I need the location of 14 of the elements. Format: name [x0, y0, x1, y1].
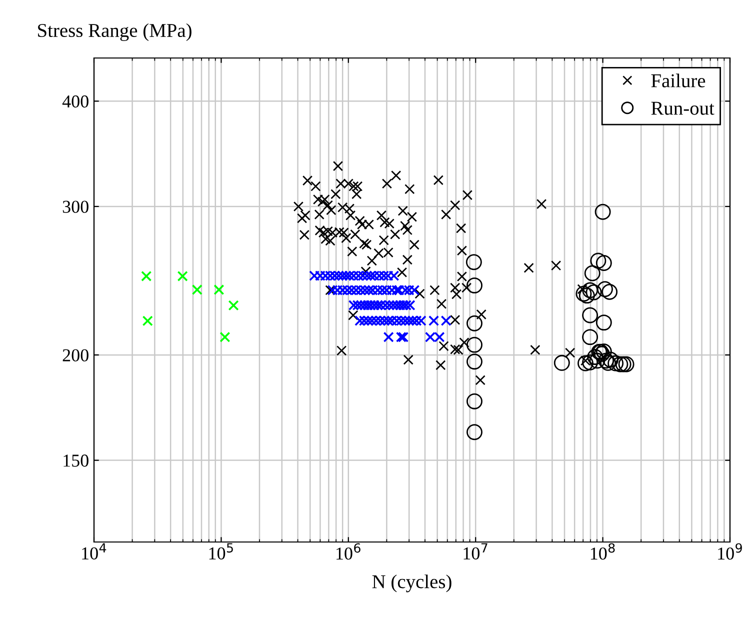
legend-label: Run-out — [651, 102, 714, 115]
y-tick-label: 300 — [62, 200, 88, 213]
x-tick-label: 10$^{7}$ — [464, 543, 488, 560]
x-tick-label: 10$^{6}$ — [336, 543, 360, 560]
y-tick-label: 150 — [64, 454, 88, 467]
y-axis-title: Stress Range (MPa) — [38, 23, 192, 42]
x-tick-label: 10$^{5}$ — [209, 543, 233, 560]
x-axis-title: N (cycles) — [372, 574, 452, 592]
y-tick-label: 200 — [62, 349, 88, 362]
x-tick-label: 10$^{8}$ — [590, 543, 615, 560]
legend-label: Failure — [651, 74, 706, 88]
x-tick-label: 10$^{9}$ — [718, 543, 742, 560]
x-tick-label: 10$^{4}$ — [82, 543, 106, 560]
y-tick-label: 400 — [62, 95, 88, 108]
